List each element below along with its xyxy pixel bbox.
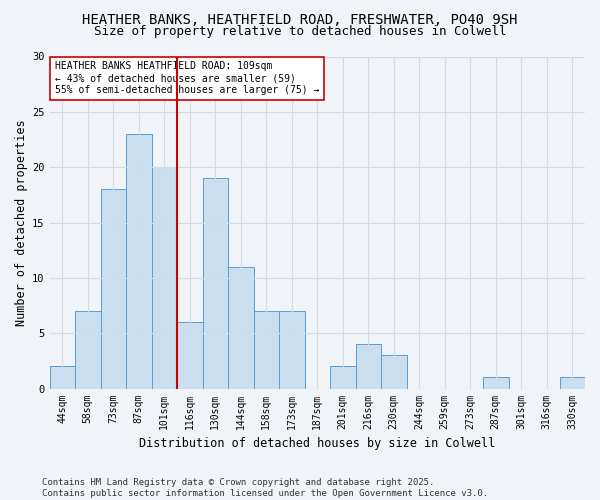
Bar [177,322,203,388]
Bar [560,378,585,388]
Bar [203,178,228,388]
Bar [50,366,75,388]
X-axis label: Distribution of detached houses by size in Colwell: Distribution of detached houses by size … [139,437,496,450]
Bar [330,366,356,388]
Y-axis label: Number of detached properties: Number of detached properties [15,119,28,326]
Text: Contains HM Land Registry data © Crown copyright and database right 2025.
Contai: Contains HM Land Registry data © Crown c… [42,478,488,498]
Bar [483,378,509,388]
Text: HEATHER BANKS HEATHFIELD ROAD: 109sqm
← 43% of detached houses are smaller (59)
: HEATHER BANKS HEATHFIELD ROAD: 109sqm ← … [55,62,319,94]
Bar [254,311,279,388]
Bar [126,134,152,388]
Bar [152,167,177,388]
Text: Size of property relative to detached houses in Colwell: Size of property relative to detached ho… [94,25,506,38]
Bar [381,356,407,388]
Bar [356,344,381,389]
Text: HEATHER BANKS, HEATHFIELD ROAD, FRESHWATER, PO40 9SH: HEATHER BANKS, HEATHFIELD ROAD, FRESHWAT… [82,12,518,26]
Bar [75,311,101,388]
Bar [228,267,254,388]
Bar [279,311,305,388]
Bar [101,190,126,388]
